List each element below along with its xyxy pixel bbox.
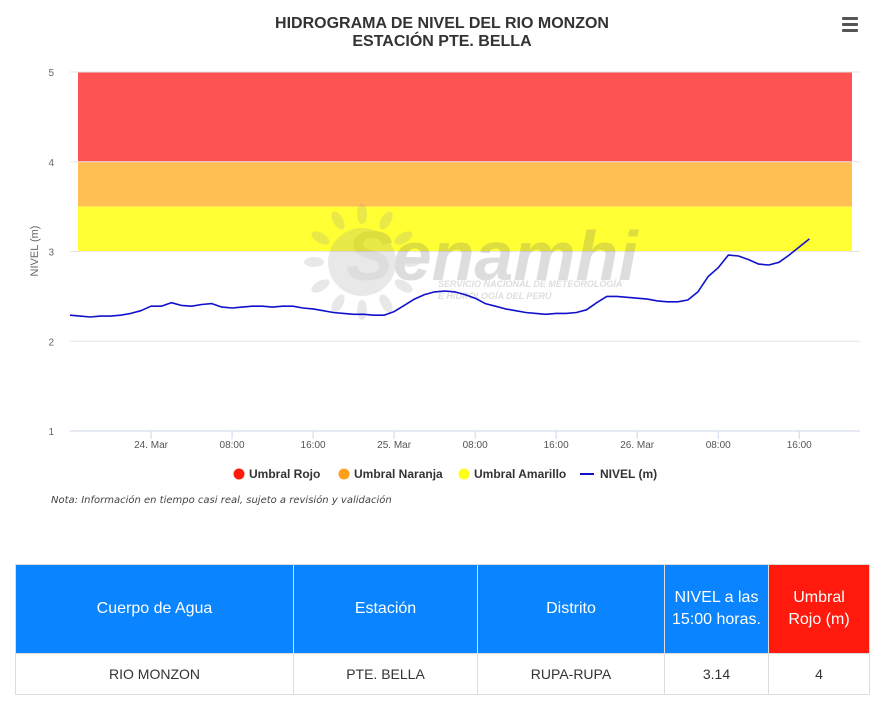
legend-label: Umbral Amarillo [474,467,566,481]
sun-ray [311,231,330,245]
legend-label: Umbral Rojo [249,467,320,481]
sun-ray [379,211,393,230]
y-tick-label: 5 [48,68,54,79]
legend-label: NIVEL (m) [600,467,657,481]
table-row: RIO MONZON PTE. BELLA RUPA-RUPA 3.14 4 [15,653,870,695]
y-tick-label: 4 [48,158,54,169]
sun-ray [394,279,413,293]
legend-item-umbral-rojo[interactable]: Umbral Rojo [233,467,321,481]
chart-container: Senamhi SERVICIO NACIONAL DE METEOROLOGÍ… [29,14,862,481]
band-umbral-rojo [78,72,852,162]
watermark-brand: Senamhi [346,217,639,295]
sun-ray [394,231,413,245]
x-tick-label: 16:00 [787,440,812,451]
x-tick-label: 08:00 [706,440,731,451]
sun-ray [357,204,367,224]
y-tick-label: 1 [48,427,54,438]
header-estacion: Estación [293,564,478,654]
x-tick-label: 08:00 [220,440,245,451]
band-umbral-amarillo [78,206,852,252]
legend-marker [458,468,470,480]
legend-marker [338,468,350,480]
series-layer [69,238,810,318]
cell-nivel: 3.14 [664,653,769,695]
watermark-line2: E HIDROLOGÍA DEL PERÚ [438,290,552,301]
table-header-row: Cuerpo de Agua Estación Distrito NIVEL a… [15,564,870,654]
legend-item-umbral-amarillo[interactable]: Umbral Amarillo [458,467,567,481]
sun-ray [304,257,324,267]
cell-estacion: PTE. BELLA [293,653,478,695]
header-cuerpo-agua: Cuerpo de Agua [15,564,294,654]
band-umbral-naranja [78,161,852,207]
x-tick-label: 16:00 [301,440,326,451]
header-umbral-rojo: Umbral Rojo (m) [768,564,870,654]
cell-cuerpo-agua: RIO MONZON [15,653,294,695]
axes: 1 2 3 4 5 24. Mar 08:00 16:00 25. Mar 08:00 16:00 2… [48,68,860,451]
legend-item-umbral-naranja[interactable]: Umbral Naranja [338,467,444,481]
chart-subtitle: ESTACIÓN PTE. BELLA [352,31,532,50]
legend-marker [233,468,245,480]
cell-distrito: RUPA-RUPA [477,653,665,695]
y-tick-label: 2 [48,337,54,348]
hydrograph-chart: Senamhi SERVICIO NACIONAL DE METEOROLOGÍ… [29,15,860,481]
x-tick-label: 24. Mar [134,440,169,451]
sun-logo-icon [304,204,420,320]
x-tick-label: 25. Mar [377,440,412,451]
legend-item-nivel-m[interactable]: NIVEL (m) [580,467,657,481]
chart-title: HIDROGRAMA DE NIVEL DEL RIO MONZON [275,15,609,32]
x-tick-label: 26. Mar [620,440,655,451]
chart-note: Nota: Información en tiempo casi real, s… [51,495,392,506]
watermark-line1: SERVICIO NACIONAL DE METEOROLOGÍA [438,279,622,289]
cell-umbral-rojo: 4 [768,653,870,695]
y-tick-label: 3 [48,248,54,259]
sun-ray [379,294,393,313]
x-tick-label: 08:00 [463,440,488,451]
station-table: Cuerpo de Agua Estación Distrito NIVEL a… [15,564,870,695]
series-line-nivel [69,238,810,318]
sun-ray [331,211,345,230]
sun-ray [311,279,330,293]
header-distrito: Distrito [477,564,665,654]
sun-ray [400,257,420,267]
senamhi-watermark: Senamhi SERVICIO NACIONAL DE METEOROLOGÍ… [304,204,639,320]
hamburger-menu-icon[interactable] [838,14,862,38]
threshold-bands [78,72,852,252]
chart-legend: Umbral Rojo Umbral Naranja Umbral Amarillo… [233,467,657,481]
y-axis-label: NIVEL (m) [29,226,41,277]
sun-ray [357,300,367,320]
header-nivel: NIVEL a las 15:00 horas. [664,564,769,654]
sun-ray [331,294,345,313]
x-tick-label: 16:00 [544,440,569,451]
legend-label: Umbral Naranja [354,467,443,481]
